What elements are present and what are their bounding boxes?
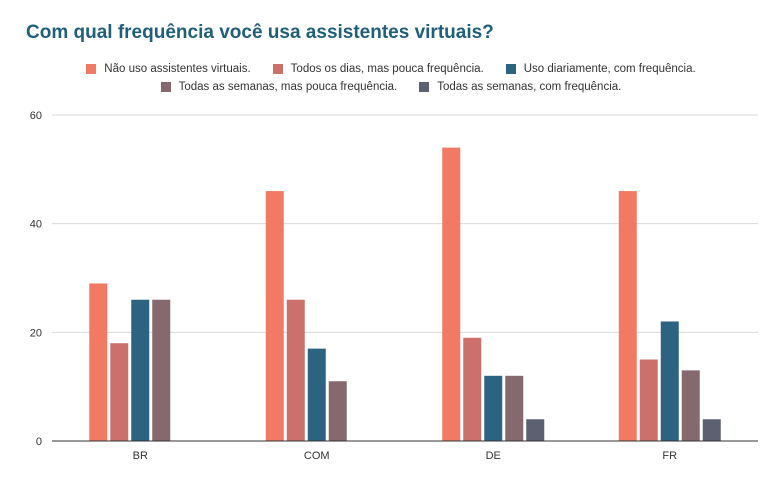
y-tick-label: 20 <box>30 327 42 339</box>
y-axis-ticks: 0 20 40 60 <box>30 110 42 448</box>
bar-br-series-3 <box>152 299 171 441</box>
bar-fr-series-1 <box>639 359 658 441</box>
x-tick-label-fr: FR <box>662 450 677 462</box>
bar-com-series-3 <box>328 381 347 441</box>
bar-com-series-2 <box>307 348 326 441</box>
legend-row-1: Não uso assistentes virtuais. Todos os d… <box>0 63 782 75</box>
chart-title: Com qual frequência você usa assistentes… <box>26 22 494 43</box>
bars <box>89 147 721 441</box>
x-axis-ticks: BR COM DE FR <box>133 450 678 462</box>
bar-de-series-3 <box>505 375 524 441</box>
bar-br-series-1 <box>110 343 129 441</box>
bar-br-series-2 <box>131 299 150 441</box>
bar-fr-series-0 <box>618 191 637 441</box>
bar-com-series-1 <box>286 299 305 441</box>
y-tick-label: 40 <box>30 219 42 231</box>
bar-de-series-2 <box>484 375 503 441</box>
legend-label-todos-os-dias: Todos os dias, mas pouca frequência. <box>290 63 484 75</box>
bar-de-series-1 <box>463 337 482 441</box>
bar-com-series-0 <box>265 191 284 441</box>
legend-label-semanas-frequencia: Todas as semanas, com frequência. <box>437 81 622 93</box>
legend-item-nao-uso: Não uso assistentes virtuais. <box>86 63 251 75</box>
legend-swatch-uso-diariamente <box>505 64 516 74</box>
bar-fr-series-4 <box>702 419 721 441</box>
x-tick-label-com: COM <box>304 450 330 462</box>
bar-fr-series-3 <box>681 370 700 441</box>
y-tick-label: 60 <box>30 110 42 122</box>
legend-item-uso-diariamente: Uso diariamente, com frequência. <box>505 63 696 75</box>
bar-br-series-0 <box>89 283 108 441</box>
legend-swatch-todos-os-dias <box>272 64 283 74</box>
legend-item-semanas-pouca: Todas as semanas, mas pouca frequência. <box>160 81 398 93</box>
bar-de-series-4 <box>526 419 545 441</box>
y-tick-label: 0 <box>36 436 42 448</box>
legend-swatch-nao-uso <box>86 64 97 74</box>
legend-swatch-semanas-frequencia <box>419 82 430 92</box>
bar-de-series-0 <box>442 147 461 441</box>
x-tick-label-de: DE <box>486 450 501 462</box>
legend-label-nao-uso: Não uso assistentes virtuais. <box>104 63 251 75</box>
legend-row-2: Todas as semanas, mas pouca frequência. … <box>0 81 782 93</box>
x-tick-label-br: BR <box>133 450 148 462</box>
bar-fr-series-2 <box>660 321 679 441</box>
legend-label-uso-diariamente: Uso diariamente, com frequência. <box>523 63 696 75</box>
legend-label-semanas-pouca: Todas as semanas, mas pouca frequência. <box>178 81 398 93</box>
legend-item-semanas-frequencia: Todas as semanas, com frequência. <box>419 81 621 93</box>
legend-swatch-semanas-pouca <box>160 82 171 92</box>
legend-item-todos-os-dias: Todos os dias, mas pouca frequência. <box>272 63 484 75</box>
